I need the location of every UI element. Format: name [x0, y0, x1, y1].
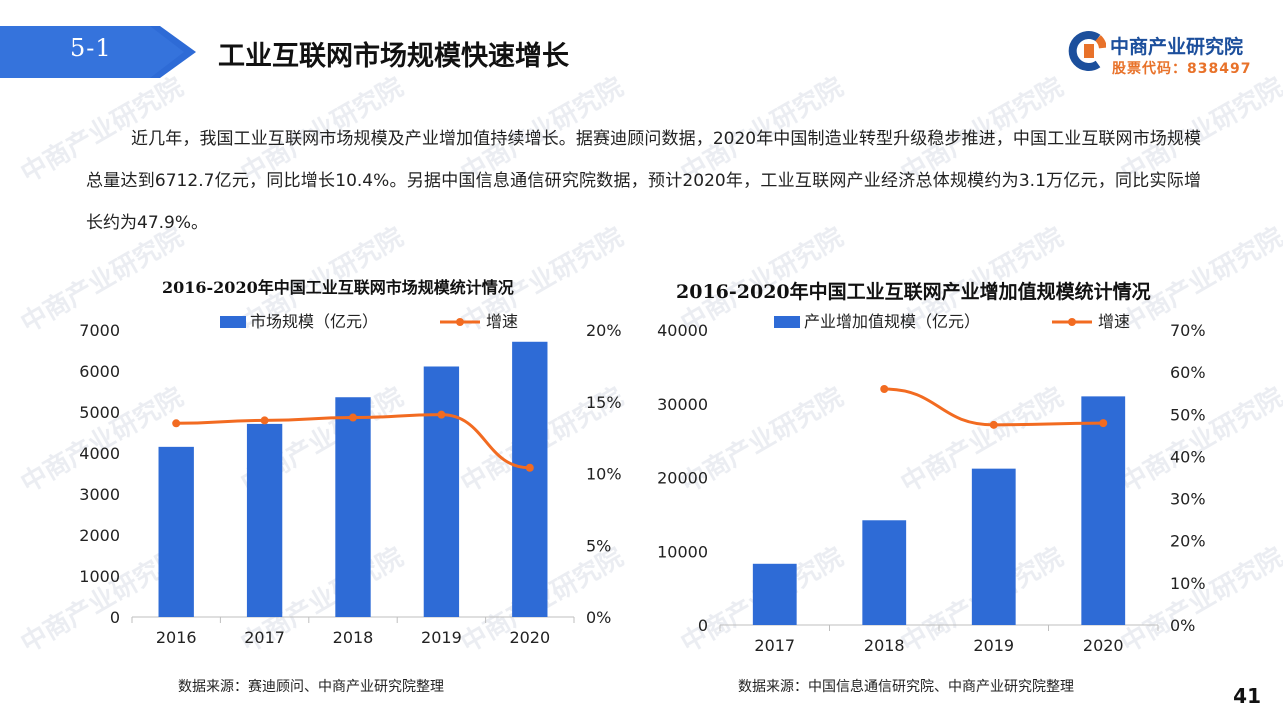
growth-point: [172, 419, 181, 428]
stock-code: 股票代码：838497: [1112, 61, 1252, 77]
y2-tick-label: 50%: [1170, 405, 1206, 424]
x-tick-label: 2017: [754, 636, 795, 655]
y-tick-label: 0: [110, 608, 120, 627]
bar: [971, 468, 1016, 625]
x-tick-label: 2020: [509, 628, 550, 647]
legend-line-marker: [1068, 318, 1076, 326]
legend-bar-label: 市场规模（亿元）: [250, 312, 378, 331]
legend-bar-swatch: [220, 316, 246, 328]
y2-tick-label: 20%: [586, 321, 622, 340]
legend-line-label: 增速: [486, 312, 518, 331]
y2-tick-label: 30%: [1170, 490, 1206, 509]
y2-tick-label: 5%: [586, 536, 611, 555]
growth-point: [349, 413, 357, 422]
x-tick-label: 2019: [973, 636, 1014, 655]
logo-name: 中商产业研究院: [1110, 36, 1244, 58]
y-tick-label: 2000: [79, 526, 120, 545]
y-tick-label: 3000: [79, 485, 120, 504]
growth-point: [437, 410, 446, 419]
page-number: 41: [1233, 684, 1261, 708]
y-tick-label: 5000: [79, 403, 120, 422]
y2-tick-label: 20%: [1170, 532, 1206, 551]
y-tick-label: 4000: [79, 444, 120, 463]
y-tick-label: 6000: [79, 362, 120, 381]
y-tick-label: 40000: [657, 321, 708, 340]
chart2-source: 数据来源：中国信息通信研究院、中商产业研究院整理: [738, 679, 1074, 695]
growth-point: [525, 463, 534, 472]
y-tick-label: 1000: [79, 567, 120, 586]
y2-tick-label: 40%: [1170, 447, 1206, 466]
bar: [512, 341, 548, 617]
x-tick-label: 2018: [864, 636, 905, 655]
chart2-value-added: 0 10000 20000 30000 40000 0% 10% 20% 30% 40% 50% 60…: [657, 312, 1206, 655]
bar: [246, 423, 283, 617]
y-tick-label: 30000: [657, 395, 708, 414]
growth-line: [884, 387, 1104, 427]
bar: [335, 397, 371, 617]
logo-icon: [1068, 31, 1106, 71]
chart1-source: 数据来源：赛迪顾问、中商产业研究院整理: [178, 679, 444, 695]
y2-tick-label: 60%: [1170, 363, 1206, 382]
section-number: 5-1: [70, 34, 112, 62]
legend-bar-swatch: [774, 316, 800, 328]
x-tick-label: 2018: [333, 628, 374, 647]
growth-point: [1099, 419, 1108, 428]
chart1-title: 2016-2020年中国工业互联网市场规模统计情况: [162, 278, 514, 297]
x-tick-label: 2019: [421, 628, 462, 647]
y2-tick-label: 15%: [586, 393, 622, 412]
y2-tick-label: 0%: [586, 608, 611, 627]
y-tick-label: 0: [698, 616, 708, 635]
legend-bar-label: 产业增加值规模（亿元）: [804, 312, 980, 331]
bar: [862, 520, 907, 625]
bar: [423, 366, 460, 617]
growth-point: [260, 416, 269, 425]
y2-tick-label: 0%: [1170, 616, 1195, 635]
y-tick-label: 7000: [79, 321, 120, 340]
chart1-market-size: 0 1000 2000 3000 4000 5000 6000 7000 0% 5% 10% 15% 2…: [79, 312, 622, 647]
x-tick-label: 2020: [1083, 636, 1124, 655]
intro-paragraph: 近几年，我国工业互联网市场规模及产业增加值持续增长。据赛迪顾问数据，2020年中…: [86, 129, 1201, 233]
y2-tick-label: 10%: [1170, 574, 1206, 593]
x-tick-label: 2016: [156, 628, 197, 647]
bar: [1081, 396, 1126, 625]
y2-tick-label: 10%: [586, 465, 622, 484]
growth-point: [989, 420, 998, 429]
legend-line-marker: [456, 318, 464, 326]
y-tick-label: 20000: [657, 469, 708, 488]
x-tick-label: 2017: [244, 628, 285, 647]
chart2-title: 2016-2020年中国工业互联网产业增加值规模统计情况: [676, 281, 1151, 303]
logo: 中商产业研究院 股票代码：838497: [1068, 28, 1268, 80]
bar: [752, 563, 797, 625]
bar: [158, 446, 194, 617]
growth-point: [880, 385, 889, 393]
y2-tick-label: 70%: [1170, 321, 1206, 340]
section-tag-arrow: [0, 26, 196, 78]
legend-line-label: 增速: [1098, 312, 1130, 331]
section-tag: 5-1: [0, 22, 200, 80]
page-title: 工业互联网市场规模快速增长: [218, 41, 569, 72]
y-tick-label: 10000: [657, 542, 708, 561]
